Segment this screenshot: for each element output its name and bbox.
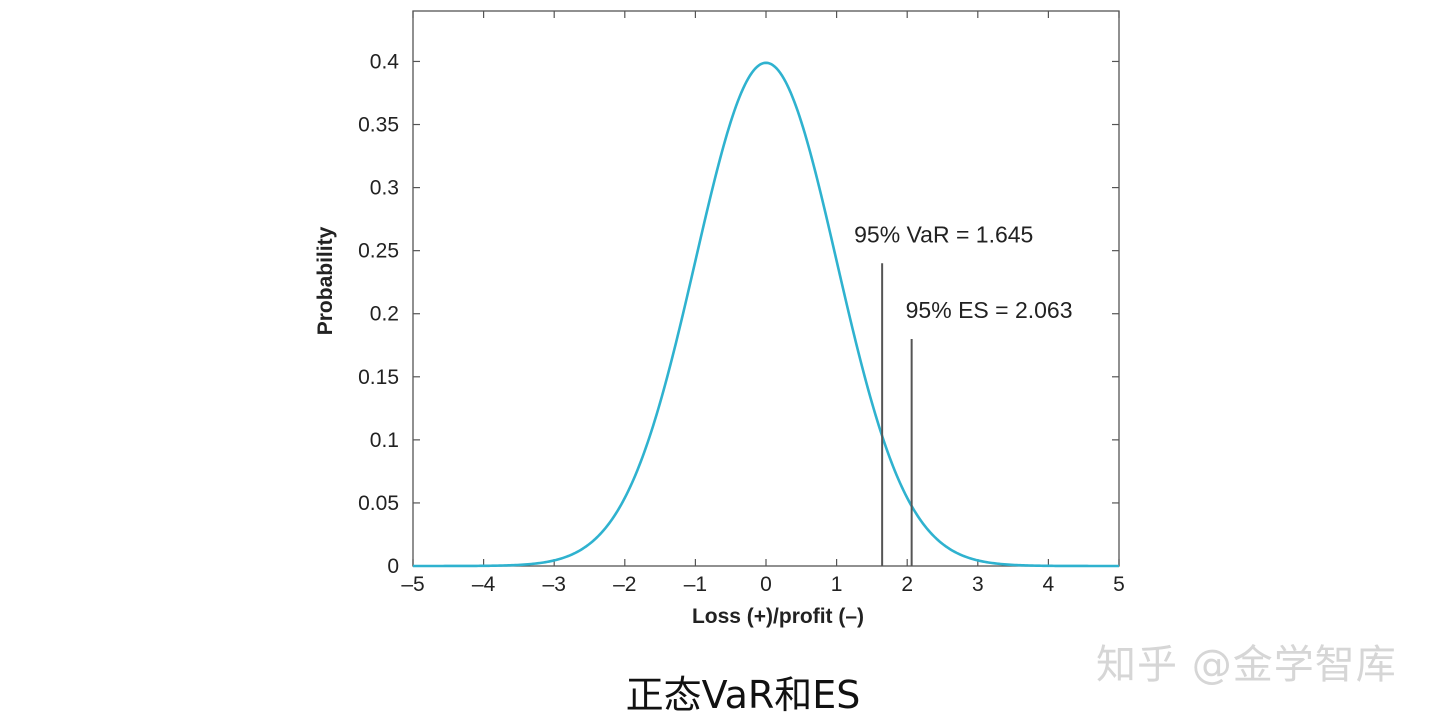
y-tick-label: 0.1 xyxy=(370,429,399,452)
x-tick-label: 5 xyxy=(1113,573,1125,596)
x-tick-label: 1 xyxy=(831,573,843,596)
y-tick-label: 0.15 xyxy=(358,366,399,389)
y-tick-label: 0.3 xyxy=(370,177,399,200)
y-tick-label: 0.4 xyxy=(370,50,400,73)
x-tick-label: 4 xyxy=(1043,573,1055,596)
watermark: 知乎 @金学智库 xyxy=(1096,642,1397,688)
normal-density-curve xyxy=(413,61,1119,568)
y-axis-title: Probability xyxy=(314,226,337,335)
x-tick-label: 3 xyxy=(972,573,984,596)
x-axis-title: Loss (+)/profit (–) xyxy=(692,605,864,628)
x-tick-label: 0 xyxy=(760,573,772,596)
var-label: 95% VaR = 1.645 xyxy=(854,221,1033,247)
x-tick-label: –5 xyxy=(401,573,424,596)
y-tick-label: 0.05 xyxy=(358,492,399,515)
y-tick-label: 0 xyxy=(387,555,399,578)
x-tick-label: –1 xyxy=(684,573,707,596)
x-tick-label: 2 xyxy=(901,573,913,596)
es-label: 95% ES = 2.063 xyxy=(906,297,1073,323)
x-tick-label: –2 xyxy=(613,573,636,596)
x-tick-label: –3 xyxy=(543,573,566,596)
x-tick-label: –4 xyxy=(472,573,496,596)
y-tick-label: 0.35 xyxy=(358,114,399,137)
figure-caption: 正态VaR和ES xyxy=(625,673,861,717)
y-tick-label: 0.25 xyxy=(358,240,399,263)
plot-frame xyxy=(412,10,1120,567)
y-tick-label: 0.2 xyxy=(370,303,399,326)
